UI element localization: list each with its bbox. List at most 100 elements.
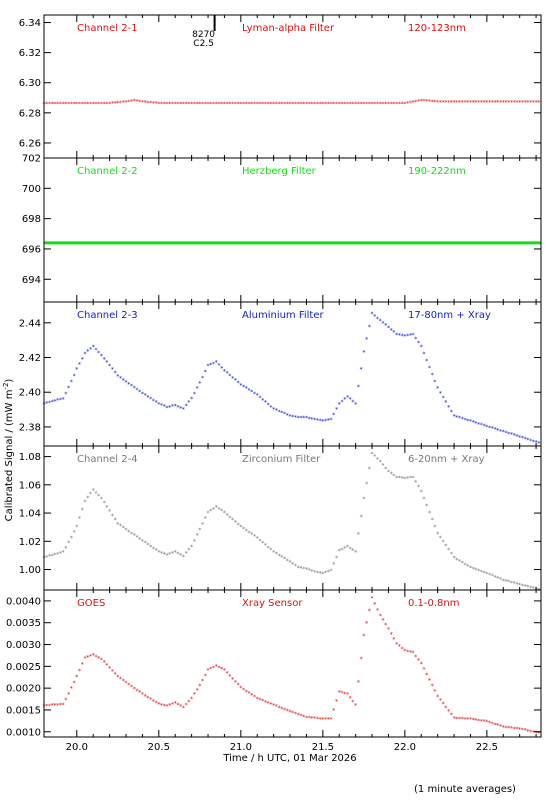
data-point: * bbox=[220, 666, 223, 673]
data-point: * bbox=[269, 101, 272, 108]
data-point: * bbox=[56, 101, 59, 108]
data-point: * bbox=[371, 451, 374, 458]
data-point: * bbox=[168, 702, 171, 709]
data-point: * bbox=[439, 535, 442, 542]
data-point: * bbox=[515, 581, 518, 588]
data-point: * bbox=[491, 573, 494, 580]
data-point: * bbox=[461, 560, 464, 567]
data-point: * bbox=[201, 101, 204, 108]
data-point: * bbox=[365, 337, 368, 344]
data-point: * bbox=[141, 391, 144, 398]
data-point: * bbox=[455, 557, 458, 564]
data-point: * bbox=[75, 101, 78, 108]
data-point: * bbox=[166, 552, 169, 559]
data-point: * bbox=[114, 671, 117, 678]
data-point: * bbox=[141, 538, 144, 545]
data-point: * bbox=[286, 412, 289, 419]
data-point: * bbox=[86, 101, 89, 108]
data-point: * bbox=[330, 717, 333, 724]
data-point: * bbox=[250, 532, 253, 539]
data-point: * bbox=[163, 404, 166, 411]
data-point: * bbox=[261, 540, 264, 547]
data-point: * bbox=[381, 618, 384, 625]
data-point: * bbox=[53, 552, 56, 559]
data-point: * bbox=[209, 508, 212, 515]
data-point: * bbox=[97, 493, 100, 500]
data-point: * bbox=[458, 415, 461, 422]
data-point: * bbox=[436, 99, 439, 106]
data-point: * bbox=[390, 631, 393, 638]
data-point: * bbox=[417, 98, 420, 105]
data-point: * bbox=[453, 414, 456, 421]
data-point: * bbox=[56, 702, 59, 709]
data-point: * bbox=[524, 99, 527, 106]
data-point: * bbox=[291, 101, 294, 108]
data-point: * bbox=[231, 375, 234, 382]
data-point: * bbox=[130, 98, 133, 105]
data-point: * bbox=[75, 524, 78, 531]
data-point: * bbox=[513, 99, 516, 106]
data-point: * bbox=[278, 101, 281, 108]
data-point: * bbox=[510, 725, 513, 732]
data-point: * bbox=[264, 400, 267, 407]
data-point: * bbox=[168, 551, 171, 558]
data-point: * bbox=[94, 654, 97, 661]
data-point: * bbox=[275, 408, 278, 415]
data-point: * bbox=[86, 349, 89, 356]
data-point: * bbox=[228, 674, 231, 681]
data-point: * bbox=[149, 100, 152, 107]
data-point: * bbox=[105, 101, 108, 108]
data-point: * bbox=[381, 320, 384, 327]
data-point: * bbox=[513, 433, 516, 440]
x-tick-label: 22.5 bbox=[476, 742, 498, 753]
data-point: * bbox=[537, 587, 540, 594]
data-point: * bbox=[521, 435, 524, 442]
data-point: * bbox=[53, 398, 56, 405]
data-point: * bbox=[496, 99, 499, 106]
data-point: * bbox=[111, 513, 114, 520]
data-point: * bbox=[319, 716, 322, 723]
data-point: * bbox=[81, 507, 84, 514]
series-points: ****************************************… bbox=[43, 596, 541, 738]
y-tick-label: 0.0035 bbox=[6, 618, 41, 629]
data-point: * bbox=[387, 325, 390, 332]
data-point: * bbox=[114, 100, 117, 107]
data-point: * bbox=[299, 713, 302, 720]
data-point: * bbox=[305, 415, 308, 422]
data-point: * bbox=[324, 570, 327, 577]
data-point: * bbox=[502, 578, 505, 585]
data-point: * bbox=[250, 101, 253, 108]
data-point: * bbox=[261, 101, 264, 108]
data-point: * bbox=[182, 101, 185, 108]
data-point: * bbox=[526, 99, 529, 106]
data-point: * bbox=[521, 583, 524, 590]
data-point: * bbox=[174, 550, 177, 557]
data-point: * bbox=[100, 657, 103, 664]
data-point: * bbox=[190, 696, 193, 703]
data-point: * bbox=[316, 101, 319, 108]
data-point: * bbox=[387, 101, 390, 108]
data-point: * bbox=[97, 655, 100, 662]
data-point: * bbox=[513, 581, 516, 588]
data-point: * bbox=[425, 503, 428, 510]
y-tick-label: 2.44 bbox=[19, 318, 41, 329]
data-point: * bbox=[267, 545, 270, 552]
data-point: * bbox=[45, 401, 48, 408]
data-point: * bbox=[130, 684, 133, 691]
data-point: * bbox=[171, 101, 174, 108]
data-point: * bbox=[84, 655, 87, 662]
panel-5: * * * * * * * ********* * * * * * * * * * * * * * * * * * * * * * * * *… bbox=[6, 589, 542, 738]
data-point: * bbox=[351, 399, 354, 406]
data-point: * bbox=[294, 563, 297, 570]
data-point: * bbox=[491, 426, 494, 433]
data-point: * bbox=[73, 680, 76, 687]
data-point: * bbox=[518, 434, 521, 441]
data-point: * bbox=[258, 101, 261, 108]
data-point: * bbox=[313, 716, 316, 723]
data-point: * bbox=[103, 356, 106, 363]
data-point: * bbox=[280, 555, 283, 562]
data-point: * bbox=[310, 568, 313, 575]
data-point: * bbox=[234, 378, 237, 385]
data-point: * bbox=[212, 361, 215, 368]
data-point: * bbox=[160, 101, 163, 108]
